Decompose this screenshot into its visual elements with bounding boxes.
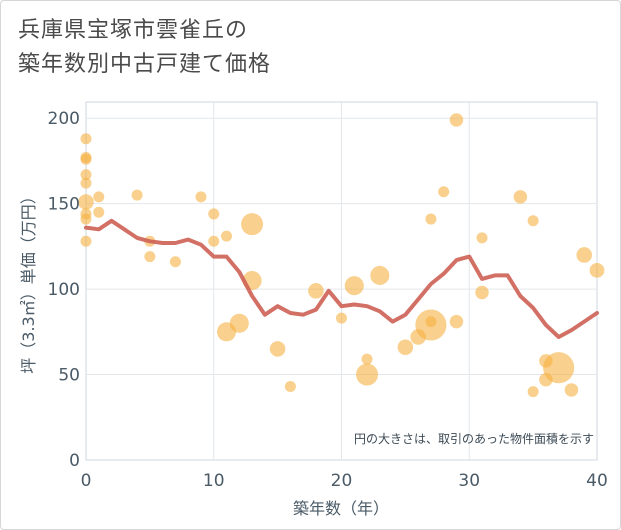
bubble-point-41 <box>475 285 489 300</box>
chart-title: 兵庫県宝塚市雲雀丘の 築年数別中古戸建て価格 <box>18 14 271 82</box>
bubble-point-36 <box>415 309 447 341</box>
bubble-point-15 <box>169 256 181 268</box>
bubble-point-6 <box>78 194 94 210</box>
bubble-point-14 <box>144 251 156 263</box>
bubble-point-25 <box>284 381 296 393</box>
x-tick-30: 30 <box>458 471 480 491</box>
bubble-point-21 <box>229 313 249 333</box>
bubble-point-29 <box>361 353 373 365</box>
bubble-point-16 <box>195 191 207 203</box>
bubble-size-note: 円の大きさは、取引のあった物件面積を示す <box>354 431 594 446</box>
bubble-point-9 <box>80 208 92 220</box>
bubble-point-22 <box>241 213 264 236</box>
bubble-point-48 <box>564 383 579 397</box>
bubble-point-18 <box>208 235 220 247</box>
x-tick-0: 0 <box>81 471 92 491</box>
bubble-point-30 <box>356 363 379 386</box>
x-tick-40: 40 <box>586 471 608 491</box>
bubble-point-31 <box>370 265 390 285</box>
bubble-point-37 <box>438 186 450 198</box>
chart-title-line2: 築年数別中古戸建て価格 <box>18 52 272 77</box>
bubble-point-19 <box>221 230 233 242</box>
y-tick-labels: 0 50 100 150 200 <box>48 109 80 471</box>
bubble-point-5 <box>80 177 92 189</box>
bubble-point-3 <box>80 153 92 165</box>
bubble-point-49 <box>576 247 593 263</box>
y-tick-150: 150 <box>48 195 80 215</box>
bubble-point-34 <box>425 213 437 225</box>
bubble-point-47 <box>543 352 575 384</box>
bubble-point-50 <box>589 262 605 278</box>
x-axis-title: 築年数（年） <box>293 499 389 518</box>
bubble-point-12 <box>131 189 143 201</box>
x-tick-labels: 0 10 20 30 40 <box>81 471 608 491</box>
y-tick-200: 200 <box>48 109 80 129</box>
bubble-point-32 <box>397 339 414 355</box>
gridlines <box>86 102 597 460</box>
y-axis-title: 坪（3.3㎡）単価（万円） <box>19 188 38 373</box>
bubble-point-8 <box>80 235 92 247</box>
y-tick-50: 50 <box>58 366 80 386</box>
bubble-series <box>78 113 605 398</box>
bubble-point-40 <box>476 232 488 244</box>
bubble-point-10 <box>93 191 105 203</box>
average-line-path <box>84 218 599 339</box>
bubble-point-39 <box>449 314 464 329</box>
bubble-point-44 <box>527 386 539 398</box>
bubble-point-24 <box>269 341 286 357</box>
y-tick-100: 100 <box>48 280 80 300</box>
bubble-point-27 <box>336 312 347 324</box>
bubble-point-17 <box>208 208 220 220</box>
y-tick-0: 0 <box>69 451 80 471</box>
bubble-point-4 <box>80 169 92 181</box>
bubble-point-11 <box>93 206 105 218</box>
bubble-point-26 <box>308 283 324 299</box>
chart-title-line1: 兵庫県宝塚市雲雀丘の <box>18 18 249 43</box>
bubble-point-43 <box>527 215 539 227</box>
x-tick-20: 20 <box>331 471 353 491</box>
bubble-point-1 <box>80 133 92 145</box>
average-line <box>84 218 599 339</box>
bubble-point-42 <box>513 190 528 204</box>
x-tick-10: 10 <box>203 471 225 491</box>
bubble-point-28 <box>344 276 364 296</box>
bubble-point-38 <box>449 113 464 127</box>
